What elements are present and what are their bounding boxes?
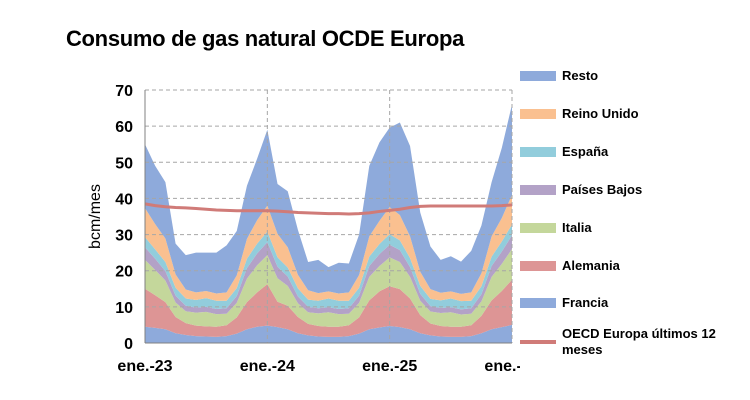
y-axis-label: bcm/mes xyxy=(87,184,104,249)
legend-label: Alemania xyxy=(562,258,620,273)
legend-label: España xyxy=(562,144,609,159)
legend-label: Países Bajos xyxy=(562,182,643,197)
legend-label: Reino Unido xyxy=(562,106,639,121)
x-tick-label: ene.-26 xyxy=(484,358,520,375)
y-tick-label: 60 xyxy=(115,119,133,136)
legend-line-marker xyxy=(520,340,556,344)
y-tick-label: 70 xyxy=(115,83,133,100)
legend-item: Alemania xyxy=(520,256,620,276)
area-series-resto xyxy=(145,104,512,294)
legend-item: OECD Europa últimos 12 meses xyxy=(520,326,722,357)
y-tick-label: 40 xyxy=(115,191,133,208)
legend-swatch xyxy=(520,109,556,119)
legend-label: Italia xyxy=(562,220,592,235)
legend-swatch xyxy=(520,223,556,233)
legend-swatch xyxy=(520,261,556,271)
legend-label: Francia xyxy=(562,295,609,310)
chart-legend: Resto Reino Unido España Países Bajos Italia… xyxy=(520,0,750,400)
legend-swatch xyxy=(520,298,556,308)
legend-label: OECD Europa últimos 12 meses xyxy=(562,326,716,357)
area-series-reino-unido xyxy=(145,194,512,302)
legend-label: Resto xyxy=(562,68,599,83)
y-tick-label: 50 xyxy=(115,155,133,172)
legend-swatch xyxy=(520,71,556,81)
chart-title: Consumo de gas natural OCDE Europa xyxy=(65,26,465,51)
area-series-espa-a xyxy=(145,224,512,310)
area-series-pa-ses-bajos xyxy=(145,235,512,315)
legend-swatch xyxy=(520,147,556,157)
legend-item: Resto xyxy=(520,66,598,86)
y-tick-label: 10 xyxy=(115,300,133,317)
chart-plot: 0 10 20 30 40 50 60 70 ene.-23 ene.-24 ene.-25 ene.… xyxy=(87,83,520,375)
line-series-oecd-europa xyxy=(144,202,513,216)
area-series-francia xyxy=(145,324,512,343)
legend-item: España xyxy=(520,142,608,162)
x-tick-label: ene.-23 xyxy=(117,358,172,375)
y-tick-label: 0 xyxy=(124,336,133,353)
legend-swatch xyxy=(520,185,556,195)
y-tick-label: 20 xyxy=(115,264,133,281)
y-tick-label: 30 xyxy=(115,228,133,245)
area-series-alemania xyxy=(145,279,512,337)
x-tick-label: ene.-25 xyxy=(362,358,417,375)
legend-item: Países Bajos xyxy=(520,180,642,200)
x-tick-label: ene.-24 xyxy=(240,358,295,375)
legend-item: Reino Unido xyxy=(520,104,639,124)
legend-item: Francia xyxy=(520,293,608,313)
legend-item: Italia xyxy=(520,218,592,238)
